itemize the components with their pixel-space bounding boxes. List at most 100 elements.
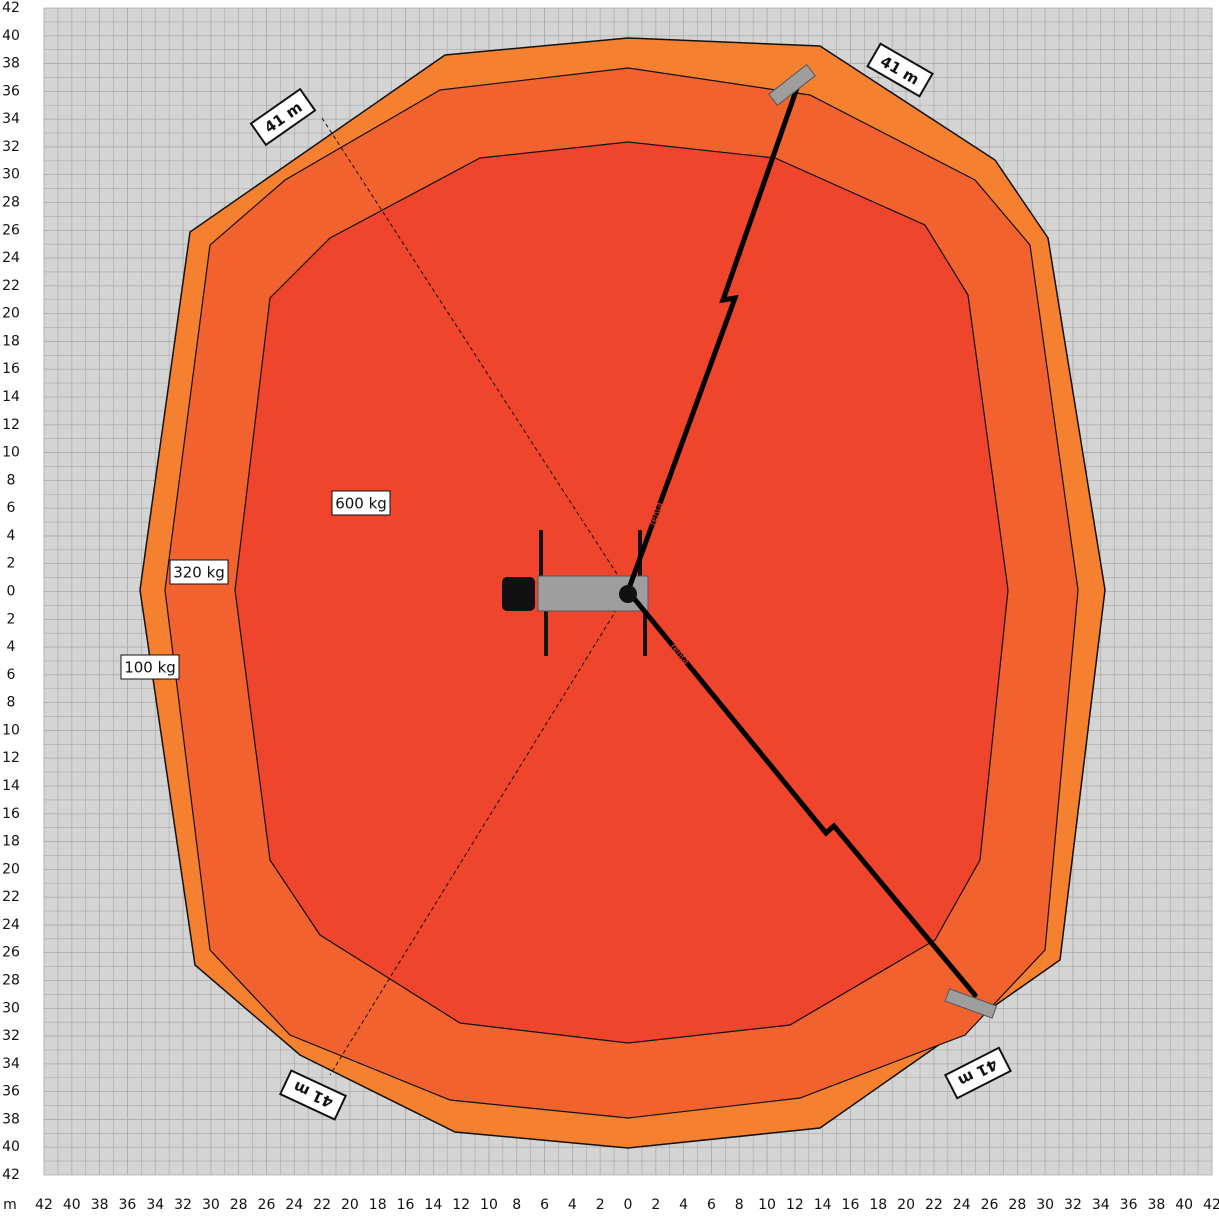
x-tick-label: 2 — [596, 1197, 605, 1213]
y-tick-label: 38 — [2, 56, 20, 72]
x-tick-label: 16 — [842, 1197, 860, 1213]
y-tick-label: 32 — [2, 1028, 20, 1044]
y-tick-label: 4 — [7, 639, 16, 655]
y-tick-label: 8 — [7, 695, 16, 711]
y-tick-label: 42 — [2, 0, 20, 16]
x-tick-label: 42 — [35, 1197, 53, 1213]
boom-lower — [625, 588, 998, 1019]
x-tick-label: 22 — [313, 1197, 331, 1213]
y-tick-label: 16 — [2, 806, 20, 822]
x-tick-label: 26 — [258, 1197, 276, 1213]
y-tick-label: 32 — [2, 139, 20, 155]
boom-upper — [625, 64, 816, 594]
x-tick-label: 16 — [397, 1197, 415, 1213]
truck — [502, 530, 649, 656]
x-tick-label: 14 — [424, 1197, 442, 1213]
x-tick-label: 24 — [285, 1197, 303, 1213]
x-tick-label: 30 — [202, 1197, 220, 1213]
x-tick-label: 32 — [174, 1197, 192, 1213]
y-tick-label: 2 — [7, 556, 16, 572]
y-tick-label: 24 — [2, 917, 20, 933]
turret — [619, 585, 637, 603]
x-tick-label: 38 — [1147, 1197, 1165, 1213]
x-tick-label: 8 — [512, 1197, 521, 1213]
load-600: 600 kg — [335, 495, 387, 513]
reach-label: 41 m — [866, 42, 934, 98]
x-tick-label: 30 — [1036, 1197, 1054, 1213]
y-tick-label: 6 — [7, 667, 16, 683]
reach-line — [329, 590, 629, 1076]
y-tick-label: 16 — [2, 361, 20, 377]
y-tick-label: 10 — [2, 722, 20, 738]
x-tick-label: 14 — [814, 1197, 832, 1213]
y-tick-label: 14 — [2, 778, 20, 794]
x-tick-label: 12 — [452, 1197, 470, 1213]
y-tick-label: 34 — [2, 1056, 20, 1072]
y-tick-label: 34 — [2, 111, 20, 127]
x-tick-label: 34 — [1092, 1197, 1110, 1213]
y-tick-label: 4 — [7, 528, 16, 544]
x-tick-label: 26 — [981, 1197, 999, 1213]
x-tick-label: 18 — [369, 1197, 387, 1213]
y-tick-label: 28 — [2, 973, 20, 989]
axis-unit: m — [3, 1197, 17, 1213]
y-tick-label: 40 — [2, 1139, 20, 1155]
y-tick-label: 36 — [2, 83, 20, 99]
y-tick-label: 20 — [2, 861, 20, 877]
x-tick-label: 40 — [1175, 1197, 1193, 1213]
x-tick-label: 10 — [758, 1197, 776, 1213]
y-tick-label: 26 — [2, 222, 20, 238]
x-tick-label: 42 — [1203, 1197, 1219, 1213]
x-tick-label: 4 — [679, 1197, 688, 1213]
y-tick-label: 10 — [2, 445, 20, 461]
y-tick-label: 22 — [2, 889, 20, 905]
y-tick-label: 24 — [2, 250, 20, 266]
y-tick-label: 14 — [2, 389, 20, 405]
x-tick-label: 12 — [786, 1197, 804, 1213]
x-tick-label: 38 — [91, 1197, 109, 1213]
x-tick-label: 18 — [869, 1197, 887, 1213]
y-tick-label: 28 — [2, 195, 20, 211]
reach-label: 41 m — [278, 1069, 348, 1121]
y-tick-label: 26 — [2, 945, 20, 961]
y-tick-label: 6 — [7, 500, 16, 516]
x-tick-label: 34 — [146, 1197, 164, 1213]
y-tick-label: 36 — [2, 1084, 20, 1100]
x-tick-label: 10 — [480, 1197, 498, 1213]
x-tick-label: 6 — [540, 1197, 549, 1213]
y-tick-label: 12 — [2, 417, 20, 433]
load-320: 320 kg — [173, 564, 225, 582]
y-tick-label: 20 — [2, 306, 20, 322]
y-tick-label: 8 — [7, 472, 16, 488]
y-tick-label: 42 — [2, 1167, 20, 1183]
load-label: 600 kg 320 kg 100 kg — [120, 490, 391, 680]
x-tick-label: 8 — [735, 1197, 744, 1213]
y-tick-label: 40 — [2, 28, 20, 44]
x-tick-label: 24 — [953, 1197, 971, 1213]
y-tick-label: 30 — [2, 1000, 20, 1016]
y-tick-label: 18 — [2, 834, 20, 850]
reach-line — [321, 117, 629, 592]
x-tick-label: 32 — [1064, 1197, 1082, 1213]
x-tick-label: 36 — [119, 1197, 137, 1213]
x-tick-label: 28 — [230, 1197, 248, 1213]
x-tick-label: 6 — [707, 1197, 716, 1213]
x-tick-label: 20 — [897, 1197, 915, 1213]
load-100: 100 kg — [124, 659, 176, 677]
x-tick-label: 4 — [568, 1197, 577, 1213]
x-tick-label: 28 — [1008, 1197, 1026, 1213]
x-tick-label: 20 — [341, 1197, 359, 1213]
y-tick-label: 38 — [2, 1111, 20, 1127]
y-tick-label: 22 — [2, 278, 20, 294]
y-tick-label: 12 — [2, 750, 20, 766]
y-tick-label: 2 — [7, 611, 16, 627]
x-tick-label: 22 — [925, 1197, 943, 1213]
x-tick-label: 36 — [1120, 1197, 1138, 1213]
x-tick-label: 40 — [63, 1197, 81, 1213]
y-tick-label: 30 — [2, 167, 20, 183]
x-tick-label: 0 — [624, 1197, 633, 1213]
y-tick-label: 0 — [7, 584, 16, 600]
y-tick-label: 18 — [2, 333, 20, 349]
x-tick-label: 2 — [651, 1197, 660, 1213]
